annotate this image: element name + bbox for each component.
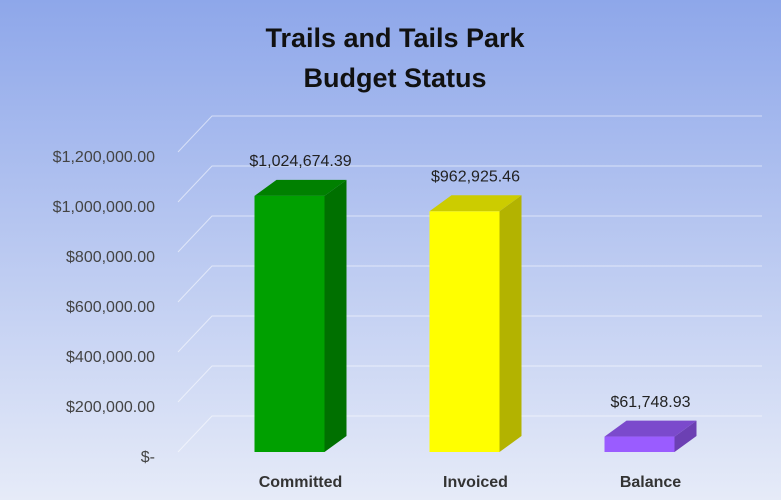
- bar-top: [254, 179, 347, 196]
- bar: [604, 436, 675, 452]
- grid-line: [177, 415, 762, 453]
- y-tick-label: $400,000.00: [66, 349, 155, 366]
- bar-side: [674, 420, 697, 452]
- grid-line: [177, 315, 762, 353]
- bar-top: [429, 195, 522, 212]
- grid-line: [177, 265, 762, 303]
- value-label: $61,748.93: [610, 394, 690, 411]
- x-tick-label: Balance: [620, 474, 681, 491]
- grid-line: [177, 115, 762, 153]
- y-tick-label: $1,000,000.00: [53, 199, 155, 216]
- chart-title: Budget Status: [303, 63, 486, 93]
- y-tick-label: $600,000.00: [66, 299, 155, 316]
- grid-line: [177, 165, 762, 203]
- bar-side: [324, 179, 347, 452]
- grid-line: [177, 365, 762, 403]
- bar-top: [604, 420, 697, 437]
- chart-title: Trails and Tails Park: [265, 23, 525, 53]
- y-tick-label: $-: [141, 449, 155, 466]
- x-tick-label: Committed: [259, 474, 343, 491]
- value-label: $962,925.46: [431, 168, 520, 185]
- y-tick-label: $200,000.00: [66, 399, 155, 416]
- bar-side: [499, 195, 522, 453]
- value-label: $1,024,674.39: [249, 153, 351, 170]
- bar: [254, 195, 325, 452]
- x-tick-label: Invoiced: [443, 474, 508, 491]
- y-tick-label: $800,000.00: [66, 249, 155, 266]
- y-tick-label: $1,200,000.00: [53, 149, 155, 166]
- grid-line: [177, 215, 762, 253]
- bar: [429, 211, 500, 452]
